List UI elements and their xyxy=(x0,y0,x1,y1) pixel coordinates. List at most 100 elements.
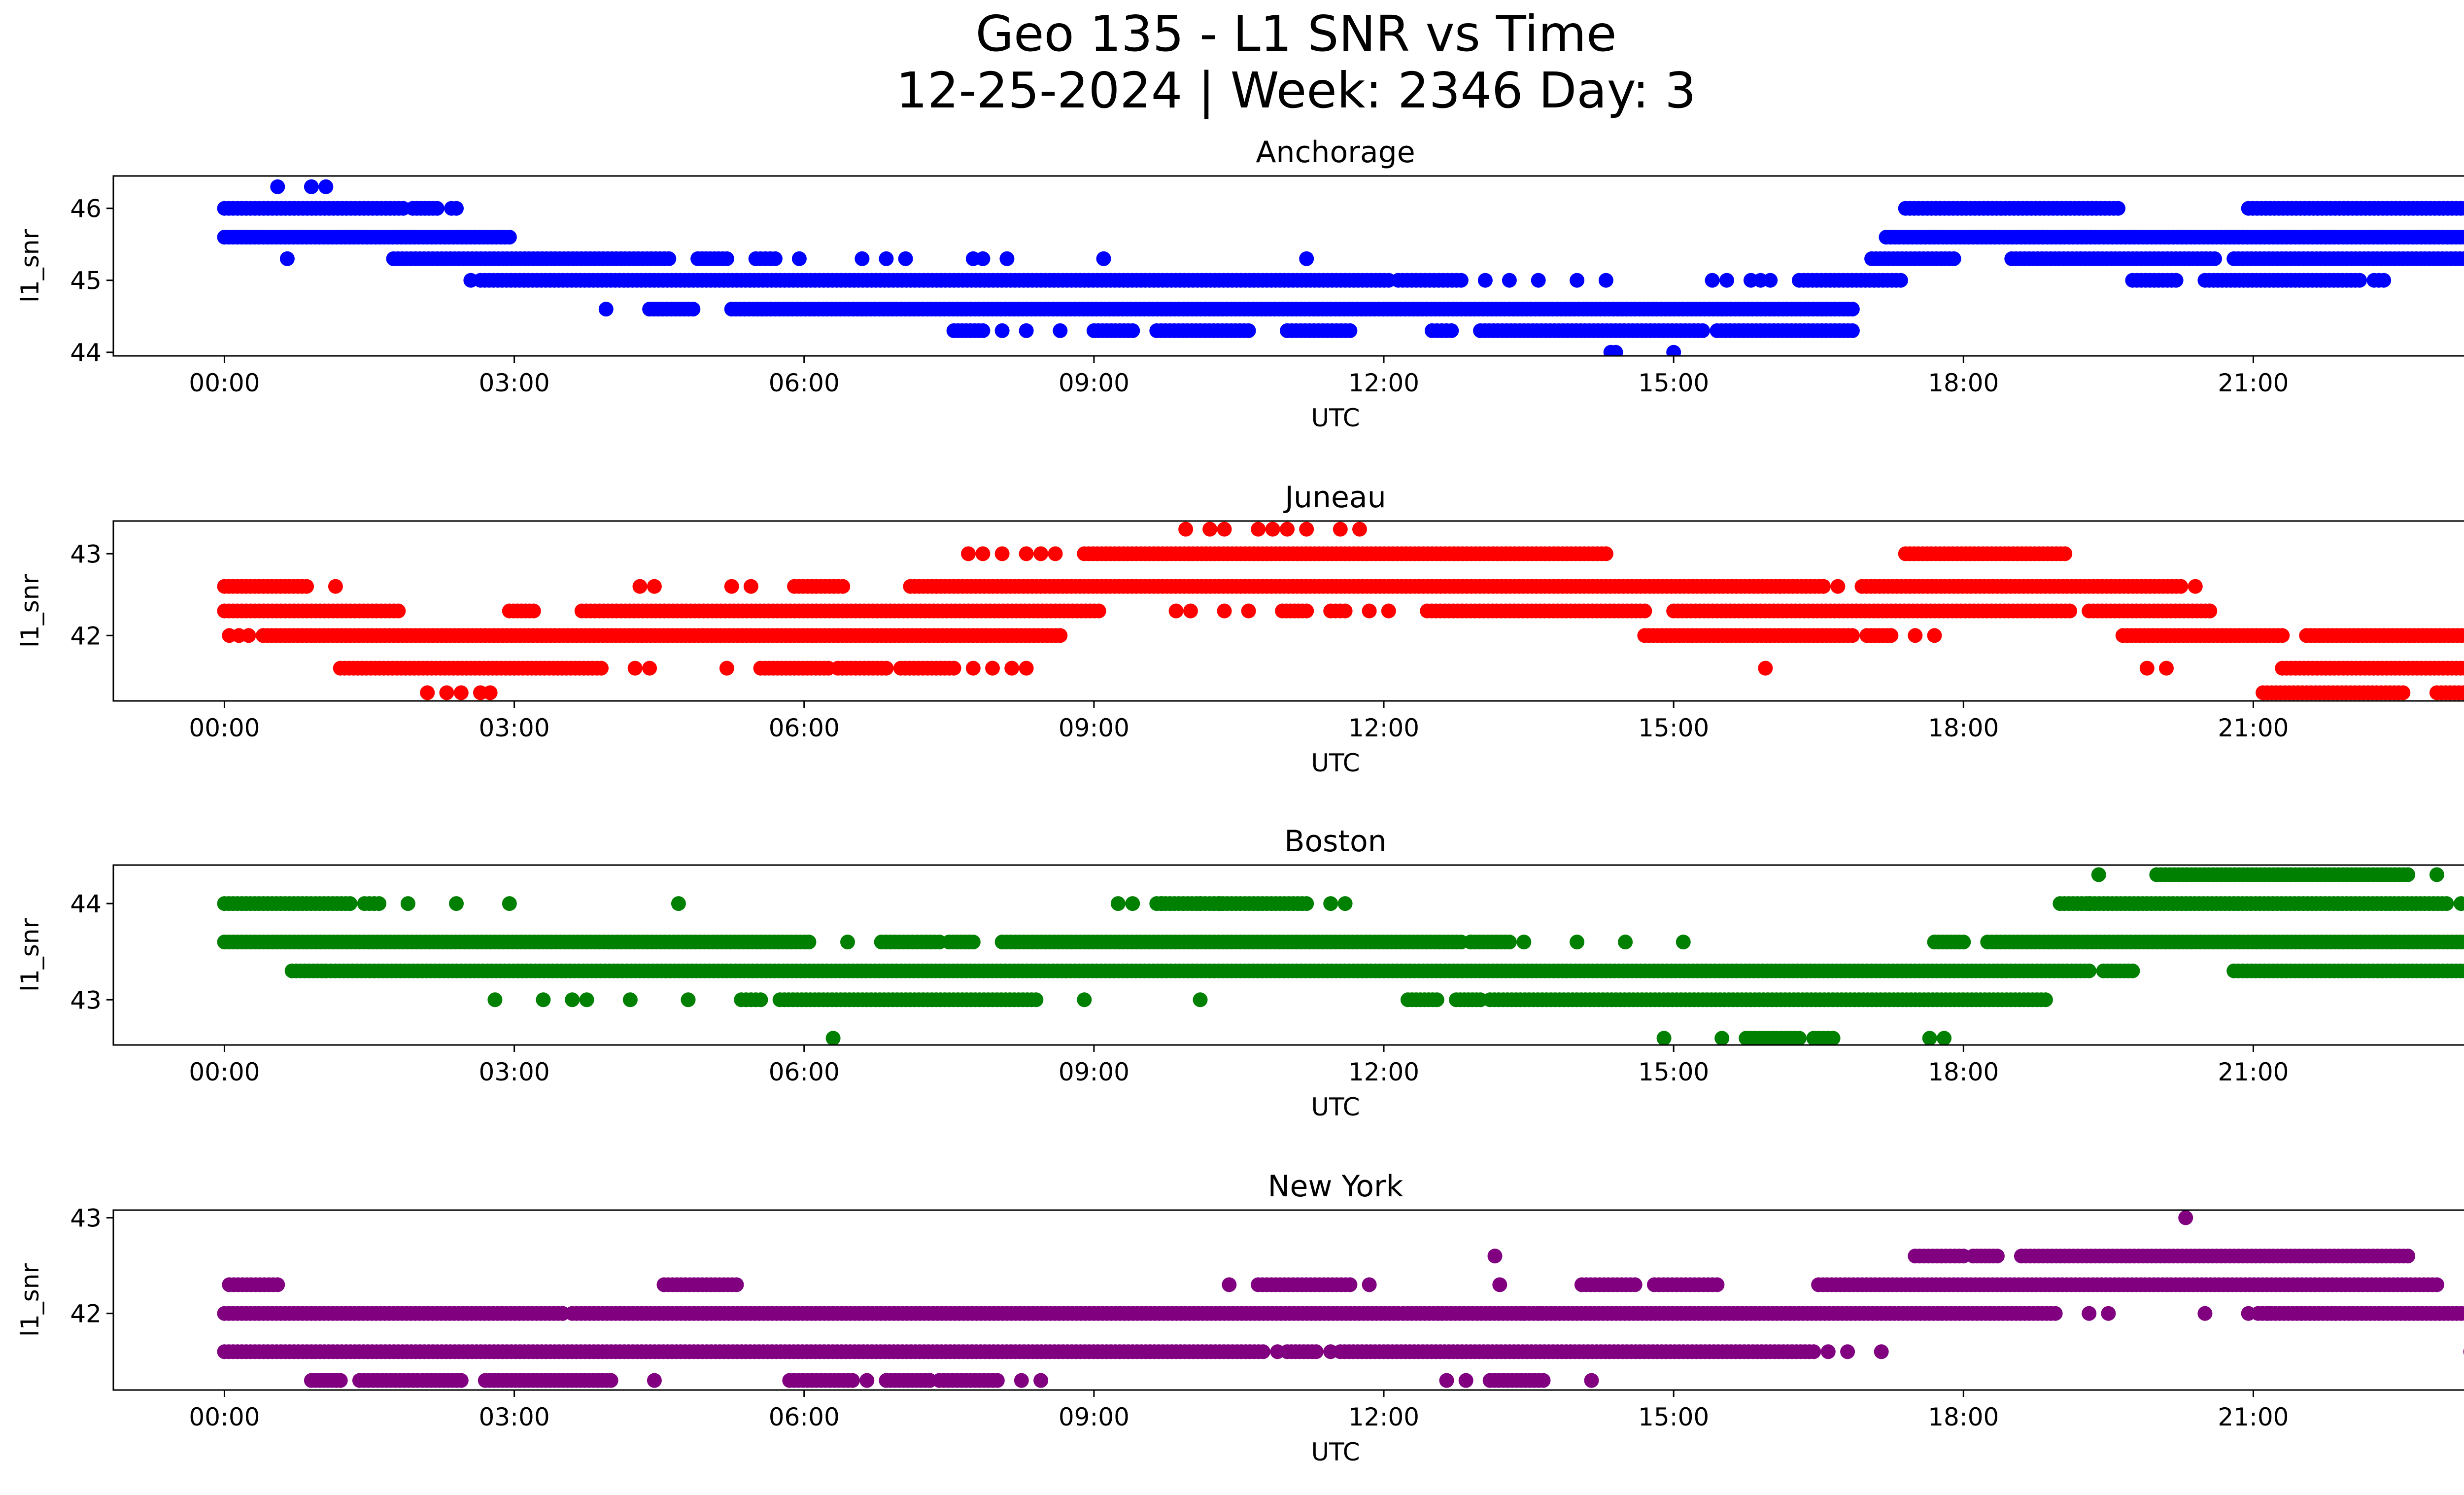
data-point xyxy=(2202,603,2218,619)
data-point xyxy=(2207,251,2222,266)
data-point xyxy=(2439,896,2454,911)
data-point xyxy=(1299,251,1314,266)
data-point xyxy=(279,251,295,266)
data-point xyxy=(304,179,319,194)
data-point xyxy=(2400,1249,2416,1264)
data-point xyxy=(1096,251,1111,266)
data-point xyxy=(879,661,894,676)
data-point xyxy=(1125,896,1140,911)
data-point xyxy=(622,992,638,1008)
x-tick-label: 00:00 xyxy=(189,714,260,742)
data-point xyxy=(1193,896,1208,911)
data-point xyxy=(1178,522,1194,537)
x-tick-label: 06:00 xyxy=(769,1058,840,1086)
x-tick-label: 21:00 xyxy=(2218,714,2289,742)
data-point xyxy=(1193,992,1208,1008)
panel-title: Anchorage xyxy=(1256,135,1415,170)
data-point xyxy=(1453,273,1469,288)
data-point xyxy=(1893,273,1908,288)
x-tick-label: 18:00 xyxy=(1928,714,1999,742)
data-point xyxy=(1908,628,1923,643)
data-point xyxy=(1502,935,1517,950)
data-point xyxy=(719,661,734,676)
data-point xyxy=(1927,628,1942,643)
data-point xyxy=(961,546,976,561)
data-point xyxy=(2429,867,2444,882)
data-point xyxy=(2462,203,2464,213)
data-point xyxy=(1342,1277,1358,1292)
data-point xyxy=(2275,628,2290,643)
data-point xyxy=(482,685,498,700)
data-point xyxy=(1053,628,1068,643)
data-point xyxy=(1019,661,1034,676)
data-point xyxy=(879,251,894,266)
data-point xyxy=(985,661,1000,676)
data-point xyxy=(2460,686,2464,699)
data-point xyxy=(1028,992,1044,1008)
data-point xyxy=(1845,302,1860,317)
data-point xyxy=(1202,522,1218,537)
data-point xyxy=(391,603,406,619)
data-point xyxy=(2188,579,2203,594)
data-point xyxy=(400,896,415,911)
data-point xyxy=(946,661,961,676)
data-point xyxy=(825,1031,841,1045)
data-point xyxy=(1989,1249,2005,1264)
data-point xyxy=(1956,935,1971,950)
data-point xyxy=(1004,661,1020,676)
data-point xyxy=(1342,323,1358,338)
data-point xyxy=(1710,1277,1725,1292)
data-point xyxy=(2159,661,2174,676)
data-point xyxy=(1125,323,1140,338)
data-point xyxy=(2352,273,2367,288)
data-point xyxy=(975,251,991,266)
data-point xyxy=(1091,603,1106,619)
data-points xyxy=(217,867,2464,1045)
data-point xyxy=(1695,323,1710,338)
x-tick-label: 00:00 xyxy=(189,369,260,397)
y-axis-label: l1_snr xyxy=(16,918,44,992)
data-point xyxy=(565,992,580,1008)
x-axis-label: UTC xyxy=(1311,1093,1360,1121)
data-point xyxy=(1265,522,1280,537)
x-tick-label: 00:00 xyxy=(189,1058,260,1086)
x-tick-label: 03:00 xyxy=(479,1058,550,1086)
data-point xyxy=(579,992,594,1008)
panel-title: Juneau xyxy=(1283,480,1386,515)
x-tick-label: 12:00 xyxy=(1348,1058,1419,1086)
x-tick-label: 09:00 xyxy=(1059,1058,1129,1086)
data-point xyxy=(487,992,503,1008)
data-point xyxy=(801,935,817,950)
data-point xyxy=(2462,937,2464,947)
data-point xyxy=(2168,273,2184,288)
data-point xyxy=(975,323,991,338)
data-point xyxy=(241,628,256,643)
data-point xyxy=(1217,603,1232,619)
data-point xyxy=(1053,323,1068,338)
y-tick-label: 44 xyxy=(70,339,102,367)
data-point xyxy=(1241,603,1256,619)
data-point xyxy=(1570,935,1585,950)
data-point xyxy=(1825,1031,1841,1045)
data-point xyxy=(1845,628,1860,643)
data-point xyxy=(1110,896,1126,911)
data-point xyxy=(1763,273,1778,288)
data-point xyxy=(342,896,358,911)
x-tick-label: 03:00 xyxy=(479,714,550,742)
data-point xyxy=(1516,935,1532,950)
data-point xyxy=(1937,1031,1952,1045)
data-point xyxy=(2458,628,2464,643)
figure-title-line2: 12-25-2024 | Week: 2346 Day: 3 xyxy=(896,62,1696,119)
data-point xyxy=(2458,201,2464,216)
y-tick-label: 45 xyxy=(70,267,102,295)
data-point xyxy=(1714,1031,1730,1045)
data-point xyxy=(1352,522,1367,537)
data-point xyxy=(2454,896,2464,911)
y-axis-label: l1_snr xyxy=(16,229,44,303)
data-point xyxy=(1241,323,1256,338)
data-point xyxy=(318,179,334,194)
y-tick-label: 43 xyxy=(70,986,102,1014)
